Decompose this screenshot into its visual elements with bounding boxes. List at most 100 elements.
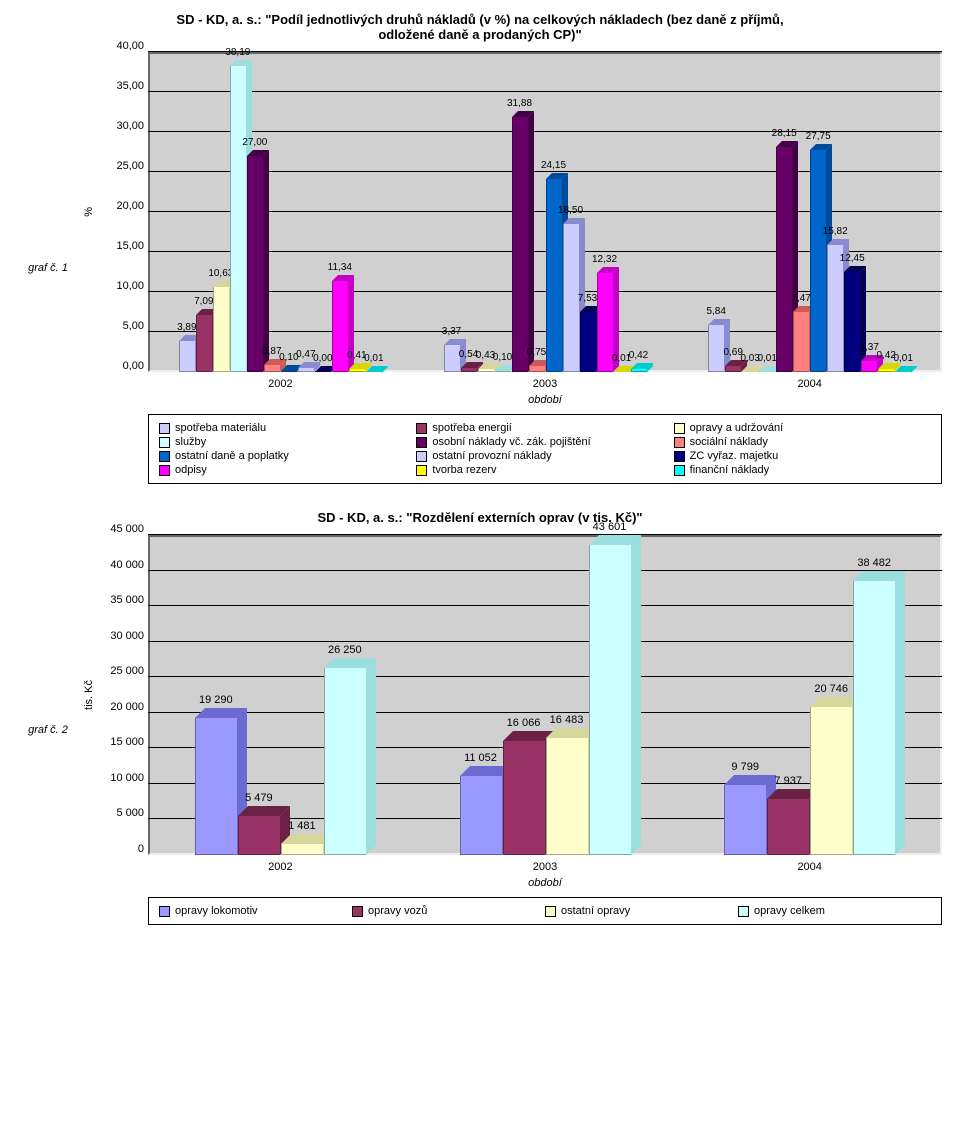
bar-value-label: 27,00 <box>242 137 267 148</box>
chart2-plot: 19 2905 4791 48126 250 11 05216 066 16 483… <box>148 535 942 855</box>
bar-value-label: 0,01 <box>757 353 776 364</box>
legend-label: ZC vyřaz. majetku <box>690 450 779 462</box>
bars-layer: 3,897,0910,6338,1927,000,870,100,470,001… <box>148 52 942 372</box>
bar: 11 052 <box>460 776 502 855</box>
legend-item: ostatní daně a poplatky <box>159 449 416 463</box>
legend-swatch <box>674 451 685 462</box>
bar: 27,00 <box>247 156 263 372</box>
chart-2: SD - KD, a. s.: "Rozdělení externích opr… <box>18 510 942 925</box>
chart2-ylabel: tis. Kč <box>83 680 95 710</box>
x-tick-label: 2002 <box>148 372 413 390</box>
chart1-legend: spotřeba materiáluspotřeba energiíopravy… <box>148 414 942 484</box>
bar-value-label: 0,75 <box>527 347 546 358</box>
chart2-xlabel: období <box>148 877 942 889</box>
bar: 0,47 <box>298 368 314 372</box>
bar-value-label: 12,32 <box>592 254 617 265</box>
category-group: 5,840,690,030,0128,157,4727,7515,8212,45… <box>677 52 942 372</box>
legend-swatch <box>159 465 170 476</box>
bar: 0,42 <box>878 369 894 372</box>
bar: 28,15 <box>776 147 792 372</box>
legend-label: spotřeba energií <box>432 422 512 434</box>
bar-value-label: 7,53 <box>578 293 597 304</box>
bar: 15,82 <box>827 245 843 372</box>
bar-value-label: 9 799 <box>731 761 759 773</box>
category-group: 11 05216 066 16 483 43 601 <box>413 535 678 855</box>
bar: 20 746 <box>810 707 852 855</box>
chart2-legend: opravy lokomotiv opravy vozů ostatní oprav… <box>148 897 942 925</box>
legend-swatch <box>416 437 427 448</box>
bar-value-label: 43 601 <box>593 521 627 533</box>
legend-item: sociální náklady <box>674 435 931 449</box>
bar: 5,84 <box>708 325 724 372</box>
bar-value-label: 26 250 <box>328 644 362 656</box>
bar-value-label: 1 481 <box>288 820 316 832</box>
legend-swatch <box>674 465 685 476</box>
bar-value-label: 38 482 <box>857 557 891 569</box>
bar: 11,34 <box>332 281 348 372</box>
bar: 38 482 <box>853 581 895 855</box>
bar: 18,50 <box>563 224 579 372</box>
chart1-yaxis: 40,0035,0030,0025,0020,0015,0010,005,000… <box>100 52 148 372</box>
bars-layer: 19 2905 4791 48126 250 11 05216 066 16 483… <box>148 535 942 855</box>
chart2-side-label: graf č. 2 <box>18 535 78 925</box>
bar: 7,53 <box>580 312 596 372</box>
legend-item: ZC vyřaz. majetku <box>674 449 931 463</box>
bar-value-label: 31,88 <box>507 98 532 109</box>
legend-label: opravy vozů <box>368 905 427 917</box>
bar: 26 250 <box>324 668 366 855</box>
bar: 5 479 <box>238 816 280 855</box>
legend-label: ostatní daně a poplatky <box>175 450 289 462</box>
x-tick-label: 2003 <box>413 855 678 873</box>
category-group: 9 7997 93720 74638 482 <box>677 535 942 855</box>
bar: 16 066 <box>503 741 545 855</box>
legend-swatch <box>159 437 170 448</box>
bar-value-label: 3,37 <box>442 326 461 337</box>
bar: 7,47 <box>793 312 809 372</box>
y-tick-label: 40,00 <box>116 40 144 52</box>
legend-label: služby <box>175 436 206 448</box>
legend-label: finanční náklady <box>690 464 770 476</box>
legend-swatch <box>545 906 556 917</box>
bar-value-label: 0,01 <box>893 353 912 364</box>
bar: 0,43 <box>478 369 494 372</box>
bar: 12,45 <box>844 272 860 372</box>
category-group: 19 2905 4791 48126 250 <box>148 535 413 855</box>
bar-value-label: 7 937 <box>774 775 802 787</box>
bar-value-label: 16 483 <box>550 714 584 726</box>
legend-swatch <box>674 423 685 434</box>
y-tick-label: 5 000 <box>116 807 144 819</box>
x-tick-label: 2003 <box>413 372 678 390</box>
bar-value-label: 0,00 <box>313 353 332 364</box>
legend-label: ostatní opravy <box>561 905 630 917</box>
y-tick-label: 10,00 <box>116 280 144 292</box>
chart1-title: SD - KD, a. s.: "Podíl jednotlivých druh… <box>18 12 942 42</box>
y-tick-label: 0,00 <box>123 360 144 372</box>
y-tick-label: 30,00 <box>116 120 144 132</box>
legend-swatch <box>159 423 170 434</box>
bar: 10,63 <box>213 287 229 372</box>
bar: 0,10 <box>495 371 511 372</box>
x-tick-label: 2002 <box>148 855 413 873</box>
legend-item: opravy lokomotiv <box>159 904 352 918</box>
bar: 43 601 <box>589 545 631 855</box>
y-tick-label: 40 000 <box>110 559 144 571</box>
bar-value-label: 20 746 <box>814 683 848 695</box>
legend-label: opravy lokomotiv <box>175 905 258 917</box>
legend-label: opravy celkem <box>754 905 825 917</box>
legend-swatch <box>416 451 427 462</box>
bar: 1 481 <box>281 844 323 855</box>
bar-value-label: 5,84 <box>706 306 725 317</box>
y-tick-label: 20 000 <box>110 701 144 713</box>
bar-value-label: 0,01 <box>364 353 383 364</box>
y-tick-label: 45 000 <box>110 523 144 535</box>
bar: 0,69 <box>725 366 741 372</box>
chart2-title: SD - KD, a. s.: "Rozdělení externích opr… <box>18 510 942 525</box>
chart1-xaxis: 200220032004 <box>148 372 942 390</box>
chart2-yaxis: 45 00040 00035 00030 00025 00020 00015 0… <box>100 535 148 855</box>
legend-label: opravy a udržování <box>690 422 784 434</box>
legend-item: opravy celkem <box>738 904 931 918</box>
y-tick-label: 25,00 <box>116 160 144 172</box>
legend-label: tvorba rezerv <box>432 464 496 476</box>
legend-item: služby <box>159 435 416 449</box>
chart1-side-label: graf č. 1 <box>18 52 78 484</box>
